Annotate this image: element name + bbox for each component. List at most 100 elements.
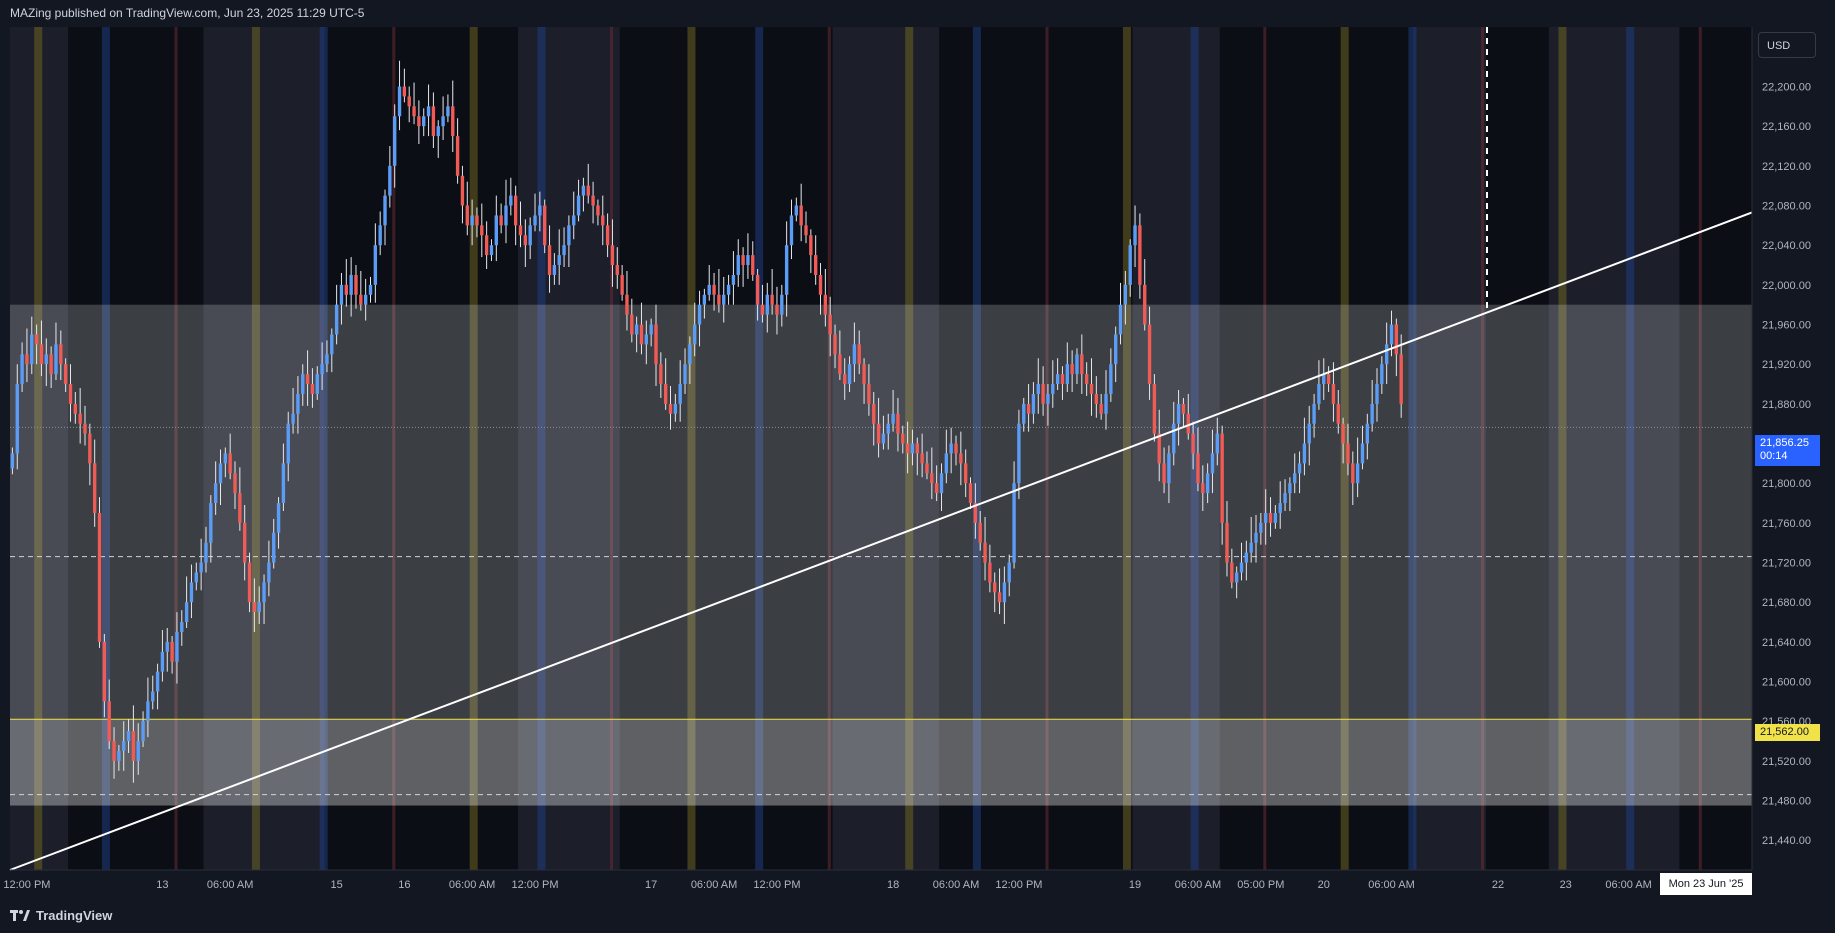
candle-body [170,641,174,662]
candle-body [494,215,499,246]
candle-body [388,165,392,196]
price-tick-label: 22,040.00 [1762,240,1811,252]
candle-body [915,443,919,454]
candle-body [39,344,44,365]
candle-body [1104,393,1108,414]
candle-body [843,374,847,385]
session-stripe [392,27,396,870]
candle-body [209,503,213,543]
candle-body [968,483,973,504]
premium-zone [10,304,1752,806]
candle-body [799,205,803,226]
candle-body [513,195,518,226]
candle-body [523,235,528,246]
candle-body [218,463,223,484]
time-tick-label: 05:00 PM [1237,879,1284,891]
candle-body [373,245,378,285]
candle-body [736,255,740,275]
session-stripe [319,27,328,870]
session-band [1413,27,1486,870]
candle-body [1143,284,1147,325]
candle-body [363,294,368,305]
session-band [1548,27,1680,870]
session-stripe [610,27,614,870]
candle-body [1201,483,1205,494]
candle-body [1259,522,1263,533]
session-stripe [755,27,764,870]
candle-body [504,205,508,226]
candle-body [784,245,789,295]
candle-body [257,602,261,613]
candle-body [194,572,198,583]
candle-body [1012,483,1016,563]
price-axis: 22,240.0022,200.0022,160.0022,120.0022,0… [1762,42,1811,847]
candle-body [997,592,1002,603]
session-stripe [1045,27,1049,870]
currency-button[interactable]: USD [1758,32,1816,58]
candle-body [804,225,808,236]
time-tick-label: 13 [156,879,168,891]
price-tick-label: 21,520.00 [1762,756,1811,768]
candle-body [10,453,15,469]
candle-body [276,503,281,533]
tradingview-logo[interactable]: TradingView [10,903,112,927]
session-band [203,27,325,870]
candle-body [301,374,305,394]
candle-body [484,235,489,256]
session-stripe [1558,27,1567,870]
candle-body [862,364,866,385]
candle-body [480,225,484,236]
time-tick-label: 12:00 PM [995,879,1042,891]
candle-body [49,354,53,375]
time-tick-label: 06:00 AM [1605,879,1651,891]
price-tick-label: 21,960.00 [1762,320,1811,332]
candle-body [983,542,987,563]
candle-body [151,691,155,702]
time-tick-label: 22 [1492,879,1504,891]
time-tick-label: 17 [645,879,657,891]
candle-body [1336,403,1340,424]
candle-body [412,106,416,117]
candle-body [920,453,924,464]
candle-body [20,354,24,385]
candle-body [518,225,523,236]
candle-body [872,403,876,424]
candle-body [242,522,247,563]
candle-body [939,473,944,494]
candle-body [267,562,271,583]
candle-body [581,185,586,196]
candle-body [746,255,750,266]
candle-body [1215,433,1219,454]
candle-body [460,175,465,206]
candle-body [886,423,890,434]
candle-body [770,294,774,305]
candle-body [1268,512,1273,523]
candle-body [726,284,731,295]
candle-body [625,294,629,315]
candle-body [310,384,315,394]
candle-body [751,255,755,275]
candle-body [296,393,300,414]
candle-body [334,304,339,335]
candle-body [15,384,19,454]
candle-body [905,443,910,454]
candle-body [475,215,479,226]
candle-body [165,641,169,652]
candle-body [586,185,590,196]
session-stripe [1340,27,1349,870]
candle-body [1109,364,1113,394]
candle-body [993,582,997,593]
candle-body [973,503,978,523]
candle-body [184,602,189,623]
candle-body [146,701,150,722]
candle-body [422,116,426,127]
candle-body [30,334,34,365]
time-tick-label: 16 [398,879,410,891]
candle-body [847,364,852,385]
session-bands [10,27,1702,870]
candle-body [155,671,160,692]
candle-body [1234,572,1239,583]
candle-body [1317,384,1321,404]
candle-body [446,106,450,117]
